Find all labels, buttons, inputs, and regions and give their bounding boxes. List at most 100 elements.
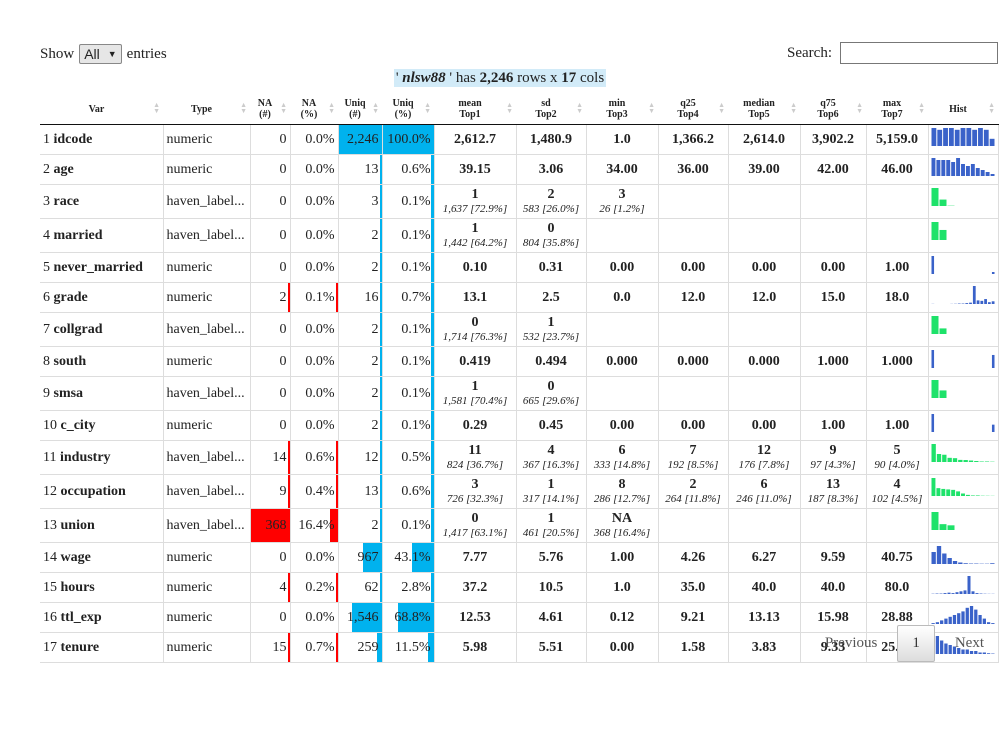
number-cell: 0.1% (382, 376, 435, 411)
cell-text: 0.1% (401, 353, 431, 369)
stat-value: 39.15 (459, 161, 491, 177)
sort-icon: ▲ ▼ (506, 101, 513, 115)
cell-text: 0.1% (401, 517, 431, 533)
histogram (931, 606, 994, 624)
cell-text: 0.0% (305, 131, 335, 147)
stat-value: 1.00 (884, 259, 910, 275)
top-value: 7 (689, 443, 697, 458)
hist-bar (931, 158, 935, 176)
table-row: 14 wage numeric 0 0.0% 967 43.1% 7.77 5.76 1.00 4… (40, 542, 999, 573)
cell-text: 0.2% (305, 579, 335, 595)
sort-icon: ▲ ▼ (240, 101, 247, 115)
show-label: Show (40, 45, 75, 62)
cell-text: 16 (364, 289, 379, 305)
stat-cell: 36.00 (658, 154, 729, 185)
stat-cell (728, 184, 801, 219)
top-value: 3 (618, 187, 626, 202)
var-cell: 1 idcode (40, 124, 164, 155)
cell-text: 967 (357, 549, 379, 565)
top-count: 246 [11.0%] (736, 493, 792, 505)
top-value: 2 (547, 187, 555, 202)
hist-cell (928, 184, 999, 219)
top-count: 286 [12.7%] (593, 493, 651, 505)
search-input[interactable] (840, 42, 998, 64)
number-cell: 2 (338, 218, 383, 253)
data-bar (431, 155, 433, 184)
stat-value: 0.00 (751, 259, 777, 275)
next-button[interactable]: Next (954, 635, 984, 651)
stat-value: 34.00 (606, 161, 638, 177)
stat-value: 0.00 (609, 259, 635, 275)
cell-text: 2 (371, 227, 379, 243)
histogram (931, 414, 994, 432)
stat-value: 12.0 (680, 289, 706, 305)
type-text: haven_label... (166, 385, 245, 401)
var-name: idcode (53, 131, 93, 147)
hist-bar (931, 188, 938, 206)
hist-cell (928, 218, 999, 253)
hist-bar (931, 350, 934, 368)
var-name: age (53, 161, 74, 177)
number-cell: 0.6% (382, 474, 435, 509)
hist-cell (928, 572, 999, 603)
sort-icon: ▲ ▼ (648, 101, 655, 115)
var-cell: 2 age (40, 154, 164, 185)
data-bar (431, 185, 433, 218)
top-value: 0 (547, 379, 555, 394)
stat-cell: 1,480.9 (516, 124, 587, 155)
hist-bar (948, 128, 954, 146)
hist-bar (936, 454, 941, 462)
sort-icon: ▲ ▼ (988, 101, 995, 115)
type-cell: numeric (163, 542, 251, 573)
stat-cell: 1 1,581 [70.4%] (434, 376, 517, 411)
number-cell: 0 (250, 184, 291, 219)
data-bar (329, 509, 337, 542)
pagination: Previous 1 Next (811, 625, 998, 662)
number-cell: 0.0% (290, 346, 339, 377)
stat-value: 1.000 (817, 353, 849, 369)
number-cell: 0.1% (382, 508, 435, 543)
number-cell: 0.2% (290, 572, 339, 603)
type-cell: numeric (163, 346, 251, 377)
prev-button[interactable]: Previous (824, 635, 878, 651)
var-cell: 11 industry (40, 440, 164, 475)
data-bar (335, 283, 337, 312)
caption: ' nlsw88 ' has 2,246 rows x 17 cols (0, 69, 1000, 87)
length-select[interactable]: All ▼ (79, 44, 122, 64)
stat-value: 0.45 (538, 417, 564, 433)
hist-bar (955, 491, 960, 496)
var-name: industry (59, 449, 111, 465)
column-header: Type ▲ ▼ (163, 94, 250, 125)
stat-cell: 6 246 [11.0%] (728, 474, 801, 509)
stat-cell: 0 665 [29.6%] (516, 376, 587, 411)
number-cell: 368 (250, 508, 291, 543)
stat-value: 6.27 (751, 549, 777, 565)
stat-cell (800, 376, 867, 411)
cell-text: 2 (371, 385, 379, 401)
hist-bar (939, 390, 946, 398)
data-bar (335, 475, 337, 508)
table-row: 17 tenure numeric 15 0.7% 259 11.5% 5.98 5.51 0.… (40, 632, 999, 663)
hist-cell (928, 312, 999, 347)
column-header: sd Top2 ▲ ▼ (516, 94, 586, 125)
hist-bar (931, 222, 938, 240)
hist-bar (982, 652, 986, 654)
hist-bar (960, 649, 965, 654)
stat-value: 37.2 (462, 579, 488, 595)
stat-cell: 1 1,442 [64.2%] (434, 218, 517, 253)
stat-cell: 0 1,714 [76.3%] (434, 312, 517, 347)
top-count: 726 [32.3%] (446, 493, 504, 505)
var-cell: 5 never_married (40, 252, 164, 283)
number-cell: 0 (250, 410, 291, 441)
cell-text: 0.5% (401, 449, 431, 465)
hist-bar (935, 160, 940, 176)
stat-cell: 9.33 (800, 632, 867, 663)
stat-cell: 1.00 (800, 410, 867, 441)
stat-cell: 3 726 [32.3%] (434, 474, 517, 509)
row-number: 5 (43, 259, 50, 275)
page-button[interactable]: 1 (897, 625, 935, 662)
stat-cell: 12 176 [7.8%] (728, 440, 801, 475)
stat-value: 1,480.9 (530, 131, 572, 147)
stat-cell: 0.10 (434, 252, 517, 283)
top-count: 367 [16.3%] (522, 459, 580, 471)
